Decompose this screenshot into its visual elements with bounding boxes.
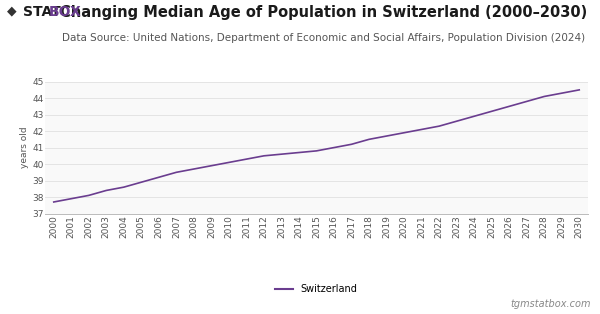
Text: BOX: BOX bbox=[49, 5, 82, 19]
Text: STAT: STAT bbox=[23, 5, 61, 19]
Y-axis label: years old: years old bbox=[20, 127, 29, 168]
Legend: Switzerland: Switzerland bbox=[272, 281, 361, 298]
Text: tgmstatbox.com: tgmstatbox.com bbox=[511, 299, 591, 309]
Text: ◆: ◆ bbox=[7, 5, 17, 18]
Text: Changing Median Age of Population in Switzerland (2000–2030): Changing Median Age of Population in Swi… bbox=[61, 5, 587, 20]
Text: Data Source: United Nations, Department of Economic and Social Affairs, Populati: Data Source: United Nations, Department … bbox=[62, 33, 586, 43]
